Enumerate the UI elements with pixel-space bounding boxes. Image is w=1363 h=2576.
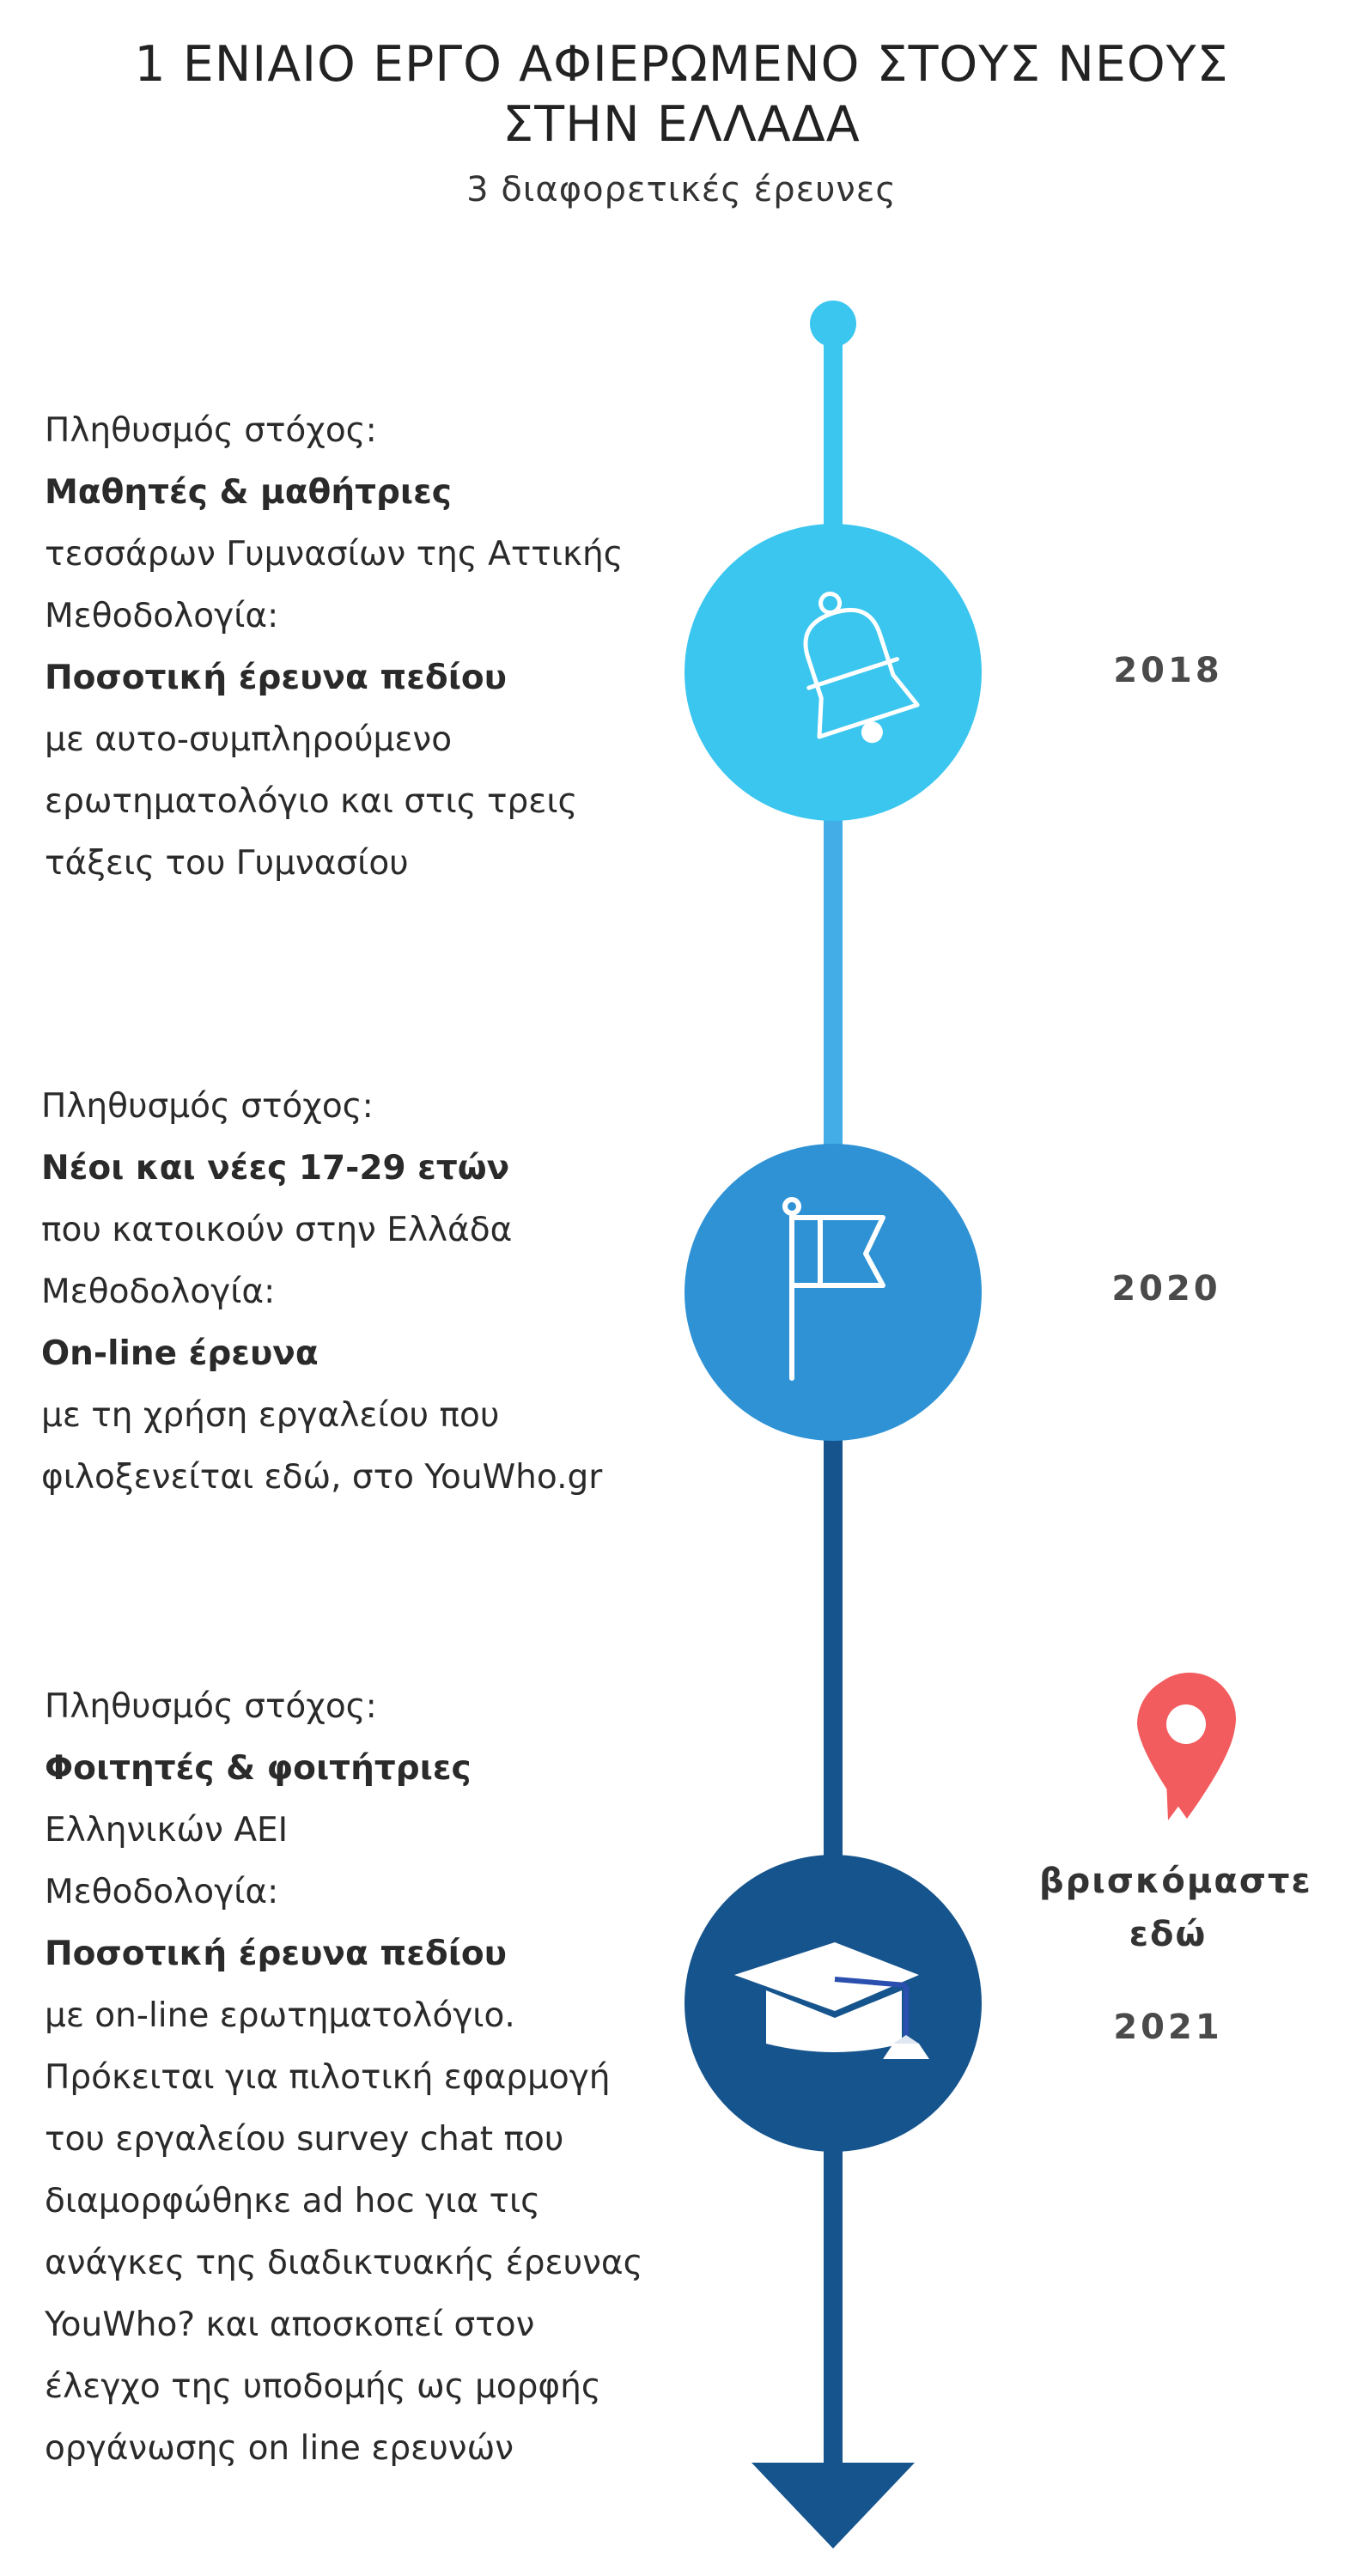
timeline-end-arrow <box>751 2463 915 2549</box>
text-line: με τη χρήση εργαλείου που <box>41 1396 500 1435</box>
text-line: τάξεις του Γυμνασίου <box>45 844 409 883</box>
current-position-line-2: εδώ <box>1129 1915 1208 1954</box>
text-line: που κατοικούν στην Ελλάδα <box>41 1211 513 1249</box>
title-line-1: 1 ΕΝΙΑΙΟ ΕΡΓΟ ΑΦΙΕΡΩΜΕΝΟ ΣΤΟΥΣ ΝΕΟΥΣ <box>134 36 1229 93</box>
page-subtitle: 3 διαφορετικές έρευνες <box>466 170 897 210</box>
text-line: έλεγχο της υποδομής ως μορφής <box>45 2367 601 2406</box>
header: 1 ΕΝΙΑΙΟ ΕΡΓΟ ΑΦΙΕΡΩΜΕΝΟ ΣΤΟΥΣ ΝΕΟΥΣ ΣΤΗ… <box>0 34 1363 210</box>
text-line: Ποσοτική έρευνα πεδίου <box>45 1935 508 1973</box>
milestone-circle-1 <box>685 524 982 821</box>
text-line: YouWho? και αποσκοπεί στον <box>45 2306 535 2344</box>
text-line: με αυτο-συμπληρούμενο <box>45 720 453 759</box>
milestone-circle-2 <box>685 1144 982 1441</box>
text-line: Πληθυσμός στόχος: <box>45 411 377 450</box>
text-line: τεσσάρων Γυμνασίων της Αττικής <box>45 535 624 574</box>
current-position-line-1: βρισκόμαστε <box>1039 1862 1312 1901</box>
flag-icon <box>782 1197 885 1381</box>
text-line: φιλοξενείται εδώ, στο YouWho.gr <box>41 1458 603 1497</box>
text-line: Ελληνικών ΑΕΙ <box>45 1811 289 1850</box>
text-line: Μαθητές & μαθήτριες <box>45 473 452 512</box>
text-line: ανάγκες της διαδικτυακής έρευνας <box>45 2244 643 2282</box>
map-pin-icon <box>1137 1672 1236 1820</box>
graduation-cap-icon <box>734 1942 929 2059</box>
text-line: Πρόκειται για πιλοτική εφαρμογή <box>45 2058 611 2097</box>
text-line: διαμορφώθηκε ad hoc για τις <box>45 2182 541 2221</box>
text-line: Πληθυσμός στόχος: <box>41 1087 374 1126</box>
timeline-segment-2 <box>824 799 843 1159</box>
text-line: Μεθοδολογία: <box>45 597 279 635</box>
bell-icon <box>803 592 920 744</box>
title-line-2: ΣΤΗΝ ΕΛΛΑΔΑ <box>502 96 861 153</box>
text-line: οργάνωσης on line ερευνών <box>45 2429 514 2468</box>
text-line: Φοιτητές & φοιτήτριες <box>45 1749 472 1788</box>
text-line: On-line έρευνα <box>41 1334 319 1373</box>
year-label-2021: 2021 <box>1113 2008 1223 2047</box>
timeline-segment-3 <box>824 1417 843 1880</box>
text-line: Μεθοδολογία: <box>45 1873 279 1911</box>
milestone-2-description: Πληθυσμός στόχος: Νέοι και νέες 17-29 ετ… <box>41 1076 694 1509</box>
text-line: με on-line ερωτηματολόγιο. <box>45 1996 515 2035</box>
text-line: Πληθυσμός στόχος: <box>45 1687 377 1726</box>
text-line: ερωτηματολόγιο και στις τρεις <box>45 782 578 821</box>
milestone-1-description: Πληθυσμός στόχος: Μαθητές & μαθήτριες τε… <box>45 400 697 895</box>
year-label-2020: 2020 <box>1111 1269 1221 1309</box>
text-line: Ποσοτική έρευνα πεδίου <box>45 659 508 697</box>
text-line: Νέοι και νέες 17-29 ετών <box>41 1149 510 1188</box>
text-line: Μεθοδολογία: <box>41 1273 276 1311</box>
current-position-label: βρισκόμαστε εδώ <box>1039 1855 1312 1961</box>
timeline-start-dot <box>810 301 856 347</box>
year-label-2018: 2018 <box>1113 651 1223 690</box>
page-title: 1 ΕΝΙΑΙΟ ΕΡΓΟ ΑΦΙΕΡΩΜΕΝΟ ΣΤΟΥΣ ΝΕΟΥΣ ΣΤΗ… <box>0 34 1363 155</box>
milestone-3-description: Πληθυσμός στόχος: Φοιτητές & φοιτήτριες … <box>45 1676 697 2480</box>
text-line: του εργαλείου survey chat που <box>45 2120 564 2159</box>
timeline-segment-4 <box>824 2129 843 2482</box>
